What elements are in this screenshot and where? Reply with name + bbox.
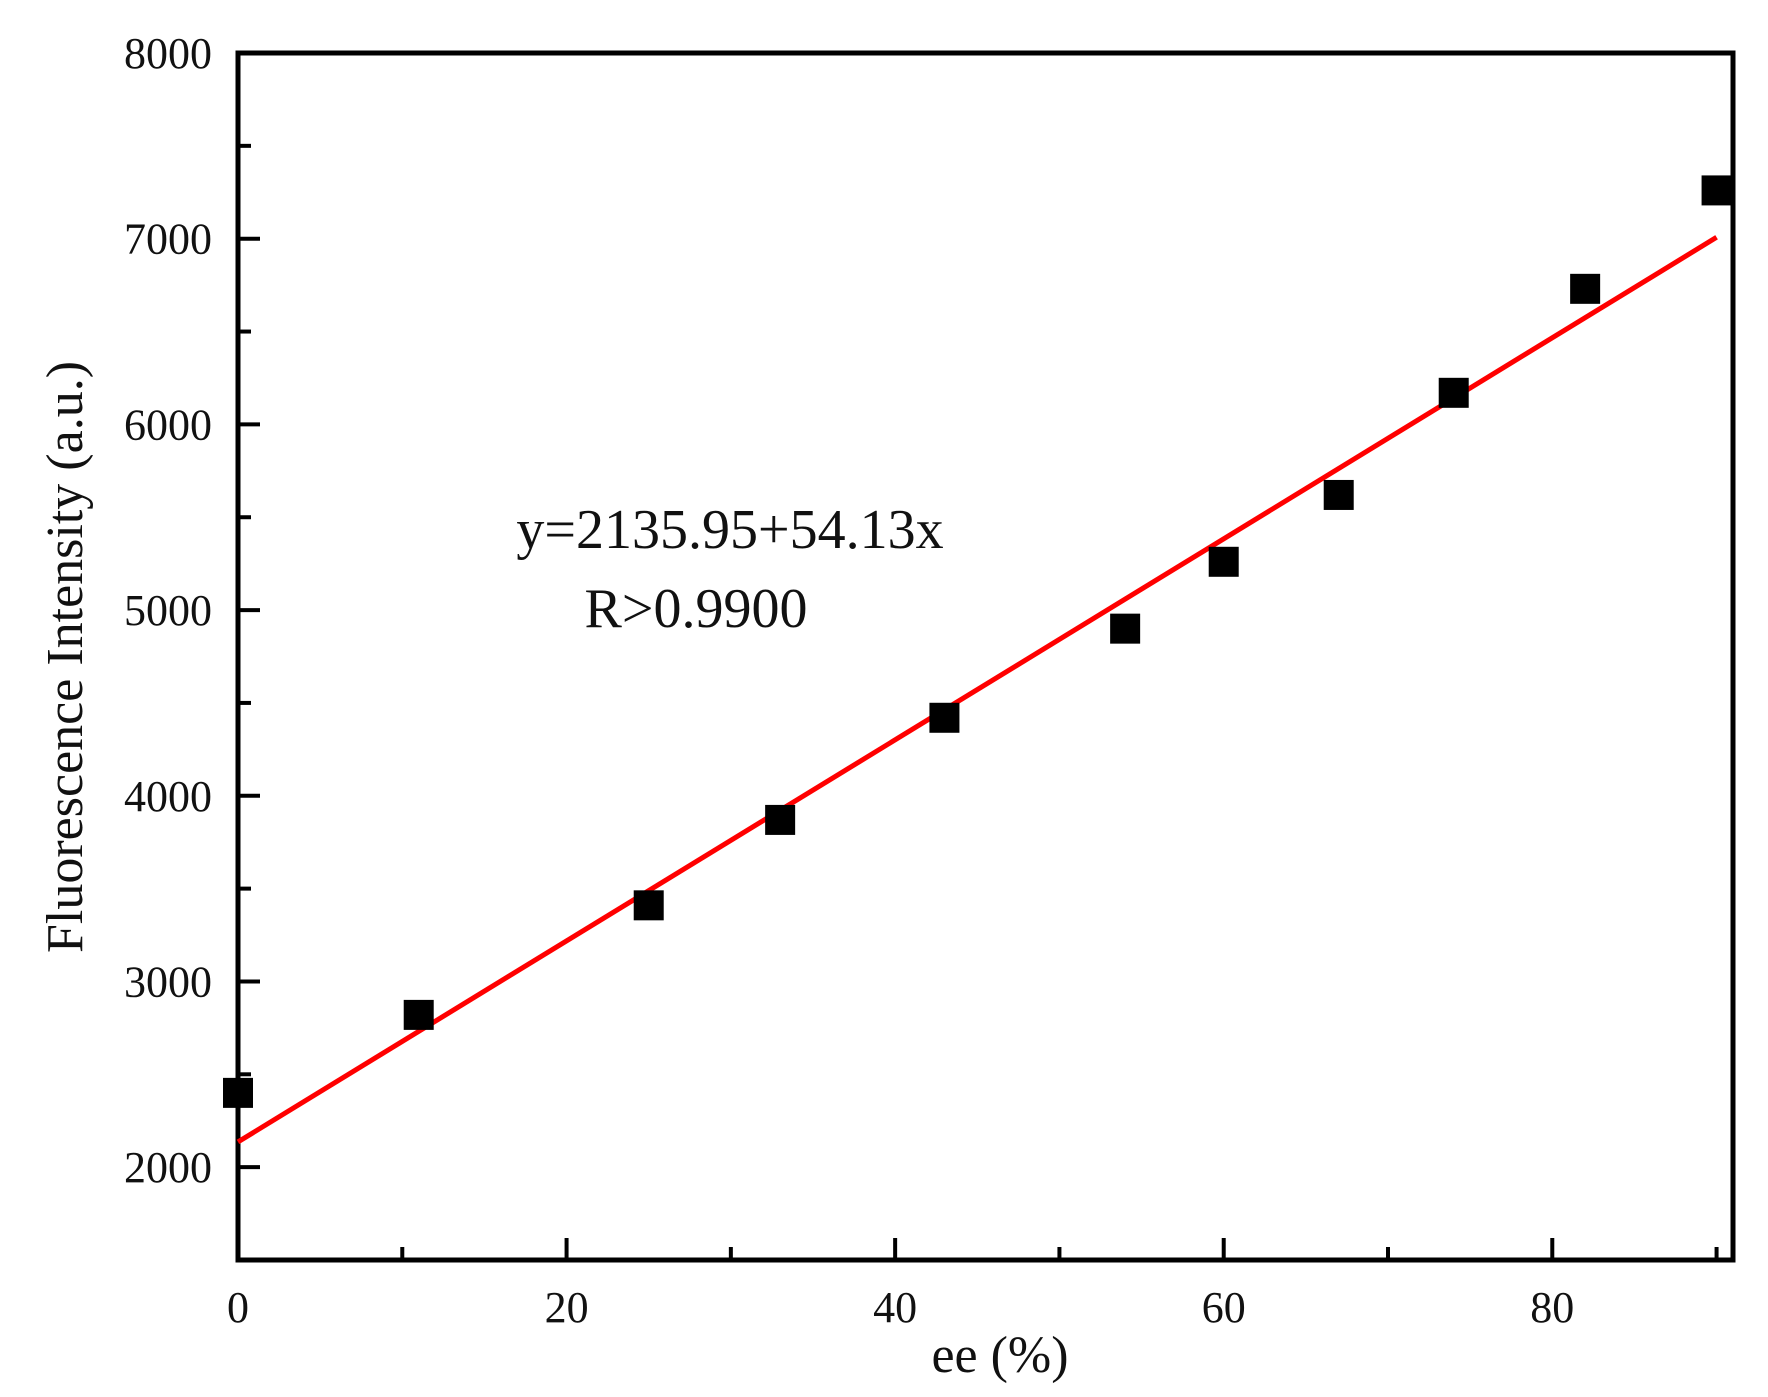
y-tick-label: 6000	[124, 400, 212, 449]
x-tick-label: 0	[227, 1283, 249, 1332]
data-point	[633, 890, 664, 921]
fit-r-value: R>0.9900	[585, 578, 808, 640]
y-tick-label: 4000	[124, 772, 212, 821]
data-point	[1323, 479, 1354, 510]
data-point	[1570, 273, 1601, 304]
x-tick-label: 80	[1530, 1283, 1574, 1332]
x-ticks: 0 20 40 60 80	[227, 1238, 1719, 1332]
y-ticks: 2000 3000 4000 5000 6000 7000 8000	[124, 29, 260, 1262]
y-tick-label: 8000	[124, 29, 212, 78]
y-tick-label: 2000	[124, 1143, 212, 1192]
data-point	[1701, 175, 1732, 206]
x-axis-label: ee (%)	[931, 1327, 1068, 1384]
fit-equation: y=2135.95+54.13x	[516, 499, 943, 561]
data-point	[929, 702, 960, 733]
fit-line	[236, 235, 1718, 1145]
data-point	[765, 804, 796, 835]
y-tick-label: 3000	[124, 957, 212, 1006]
data-point	[223, 1077, 253, 1108]
y-tick-label: 7000	[124, 215, 212, 264]
y-axis-label: Fluorescence Intensity (a.u.)	[37, 361, 94, 953]
data-point	[403, 999, 434, 1030]
plot-frame	[235, 50, 1736, 1263]
data-point	[1438, 377, 1469, 408]
x-tick-label: 60	[1202, 1283, 1246, 1332]
x-tick-label: 20	[545, 1283, 589, 1332]
data-points	[223, 175, 1732, 1108]
x-tick-label: 40	[873, 1283, 917, 1332]
data-point	[1110, 613, 1141, 644]
y-tick-label: 5000	[124, 586, 212, 635]
data-point	[1208, 546, 1239, 577]
